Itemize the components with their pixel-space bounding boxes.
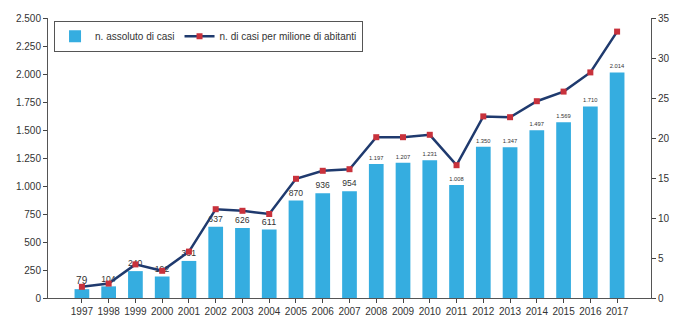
svg-text:2.500: 2.500 <box>16 13 41 24</box>
svg-text:1998: 1998 <box>98 306 121 317</box>
svg-text:30: 30 <box>658 53 670 64</box>
svg-text:n. di casi per milione di abit: n. di casi per milione di abitanti <box>220 31 357 42</box>
svg-text:870: 870 <box>289 188 304 198</box>
svg-text:2009: 2009 <box>392 306 415 317</box>
svg-text:611: 611 <box>262 217 276 227</box>
svg-text:5: 5 <box>658 253 664 264</box>
svg-text:2017: 2017 <box>606 306 629 317</box>
svg-text:192: 192 <box>155 264 170 274</box>
svg-text:2014: 2014 <box>526 306 549 317</box>
svg-text:n. assoluto di casi: n. assoluto di casi <box>95 31 175 42</box>
svg-text:0: 0 <box>658 293 664 304</box>
svg-text:2.250: 2.250 <box>16 41 41 52</box>
svg-text:2001: 2001 <box>178 306 201 317</box>
svg-text:936: 936 <box>315 180 330 190</box>
svg-text:25: 25 <box>658 93 670 104</box>
svg-text:331: 331 <box>182 248 197 258</box>
svg-text:2004: 2004 <box>258 306 281 317</box>
svg-text:1.710: 1.710 <box>583 97 597 103</box>
svg-text:15: 15 <box>658 173 670 184</box>
svg-text:2000: 2000 <box>151 306 174 317</box>
svg-text:2012: 2012 <box>472 306 495 317</box>
svg-text:1.750: 1.750 <box>16 97 41 108</box>
svg-text:2011: 2011 <box>446 306 468 317</box>
svg-text:2008: 2008 <box>365 306 388 317</box>
svg-text:250: 250 <box>24 265 41 276</box>
svg-text:1.497: 1.497 <box>529 121 543 127</box>
svg-text:500: 500 <box>24 237 41 248</box>
svg-text:20: 20 <box>658 133 670 144</box>
svg-text:0: 0 <box>35 293 41 304</box>
svg-text:240: 240 <box>128 258 143 268</box>
svg-text:1.231: 1.231 <box>422 151 436 157</box>
svg-text:1.250: 1.250 <box>16 153 41 164</box>
svg-text:1.008: 1.008 <box>449 176 463 182</box>
svg-text:2.000: 2.000 <box>16 69 41 80</box>
svg-text:750: 750 <box>24 209 41 220</box>
svg-text:1.347: 1.347 <box>503 138 517 144</box>
svg-text:954: 954 <box>342 178 357 188</box>
svg-text:2015: 2015 <box>552 306 575 317</box>
svg-text:1.350: 1.350 <box>476 138 490 144</box>
svg-text:2005: 2005 <box>285 306 308 317</box>
svg-text:626: 626 <box>235 215 250 225</box>
svg-text:1.197: 1.197 <box>369 155 383 161</box>
svg-text:2006: 2006 <box>312 306 335 317</box>
svg-text:10: 10 <box>658 213 670 224</box>
svg-text:1.207: 1.207 <box>396 154 410 160</box>
svg-text:35: 35 <box>658 13 670 24</box>
svg-text:1997: 1997 <box>71 306 94 317</box>
svg-text:104: 104 <box>101 274 116 284</box>
svg-text:1.500: 1.500 <box>16 125 41 136</box>
svg-text:79: 79 <box>76 275 88 286</box>
svg-text:1.000: 1.000 <box>16 181 41 192</box>
svg-text:2007: 2007 <box>338 306 361 317</box>
svg-text:2016: 2016 <box>579 306 602 317</box>
svg-text:2013: 2013 <box>499 306 522 317</box>
svg-text:2.014: 2.014 <box>610 63 625 69</box>
svg-text:2003: 2003 <box>231 306 254 317</box>
svg-text:2002: 2002 <box>205 306 228 317</box>
svg-text:1999: 1999 <box>124 306 147 317</box>
svg-text:2010: 2010 <box>419 306 442 317</box>
svg-text:1.569: 1.569 <box>556 113 570 119</box>
svg-text:637: 637 <box>208 214 223 224</box>
